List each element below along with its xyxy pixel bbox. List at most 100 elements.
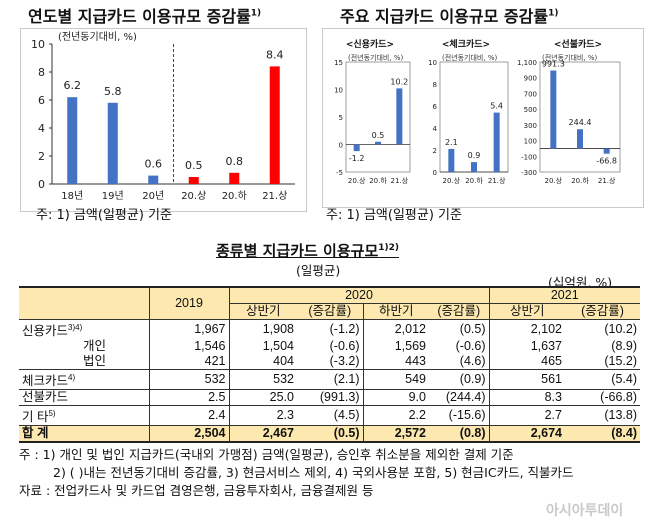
bar (577, 129, 583, 149)
table-cell: (5.4) (565, 369, 640, 390)
table-cell: 1,908 (228, 319, 297, 340)
data-label: 0.6 (145, 158, 163, 171)
data-label: -1.2 (349, 154, 365, 163)
panel-title: <선불카드> (554, 38, 602, 50)
table-title: 종류별 지급카드 이용규모1)2) (216, 240, 399, 261)
table-cell: (4.6) (459, 354, 486, 369)
header-2020: 2020 (228, 287, 489, 304)
table-header-halves: 상반기 (증감률) 하반기 (증감률) 상반기 (증감률) (19, 303, 640, 320)
y-tick-label: 8 (433, 81, 437, 89)
y-tick-label: 0 (38, 178, 45, 191)
table-cell: (244.4) (429, 389, 489, 406)
table-cell: 421 (148, 354, 229, 370)
row-label-text: 법인 (83, 354, 107, 369)
y-tick-label: -5 (336, 169, 343, 177)
table-note-3: 자료 : 전업카드사 및 카드업 겸영은행, 금융투자회사, 금융결제원 등 (19, 483, 374, 498)
y-tick-label: 10 (428, 59, 437, 67)
data-label: 0.8 (226, 155, 244, 168)
header-2019: 2019 (148, 287, 229, 320)
y-tick-label: 4 (38, 122, 45, 135)
row-label: 체크카드4) (19, 369, 149, 390)
table-cell: 561 (488, 369, 565, 390)
table-cell: 2,674 (488, 425, 565, 443)
data-label: 8.4 (266, 48, 284, 61)
x-tick-label: 21.상 (262, 190, 287, 202)
watermark: 아시아투데이 (546, 503, 624, 519)
y-tick-label: 8 (38, 66, 45, 79)
y-tick-label: -100 (521, 153, 537, 161)
table-cell: (-0.6) (455, 339, 486, 354)
x-tick-label: 20년 (142, 190, 164, 202)
table-cell: (991.3) (297, 389, 363, 406)
table-cell: 1,569 (362, 339, 429, 355)
table-cell: 1,967 (148, 319, 229, 340)
data-label: 991.3 (542, 60, 565, 69)
y-tick-label: 15 (334, 59, 343, 67)
table-cell: 8.3 (488, 389, 565, 406)
right-panel-frame (322, 28, 644, 208)
bar (448, 148, 455, 172)
y-tick-label: -300 (521, 169, 537, 177)
header-blank-2 (19, 303, 149, 320)
y-tick-label: 500 (524, 106, 537, 114)
card-usage-table: 2019 2020 2021 상반기 (증감률) 하반기 (증감률) 상반기 (… (19, 286, 640, 444)
table-cell: 2.2 (362, 405, 429, 426)
y-tick-label: 100 (524, 138, 537, 146)
row-label-text: 기 타 (22, 410, 49, 425)
bar (471, 162, 477, 172)
header-2020-h2-change: (증감률) (429, 303, 489, 320)
right-panel-title-text: 주요 지급카드 이용규모 증감률 (340, 7, 549, 26)
row-label-text: 개인 (83, 339, 107, 354)
header-2020-h1-change: (증감률) (297, 303, 363, 320)
x-tick-label: 20.상 (181, 190, 206, 202)
table-cell: 2.7 (488, 405, 565, 426)
y-tick-label: 10 (31, 38, 45, 51)
table-cell: (-15.6) (429, 405, 489, 426)
row-label: 법인 (19, 354, 149, 370)
y-tick-label: 900 (524, 75, 537, 83)
table-cell: (0.5) (429, 319, 489, 340)
table-row: 선불카드 2.5 25.0 (991.3) 9.0 (244.4) 8.3 (-66.8) (19, 389, 640, 406)
table-title-text: 종류별 지급카드 이용규모 (216, 242, 379, 260)
table-body: 신용카드3)4) 1,967 1,908 (-1.2) 2,012 (0.5) 2,102(… (19, 319, 640, 443)
panel-title: <체크카드> (442, 38, 490, 50)
x-tick-label: 20.하 (222, 189, 247, 202)
bar (603, 148, 610, 154)
table-cell: 2.3 (228, 405, 297, 426)
table-cell: (13.8) (565, 405, 640, 426)
table-title-sup: 1)2) (378, 243, 400, 253)
y-tick-label: 2 (433, 147, 437, 155)
y-tick-label: 5 (339, 114, 343, 122)
y-tick-label: 0 (339, 142, 343, 150)
y-tick-label: 6 (38, 94, 45, 107)
x-tick-label: 21.상 (488, 176, 506, 185)
left-chart-title: 연도별 지급카드 이용규모 증감률1) (28, 3, 261, 27)
table-cell: (-0.6) (329, 339, 360, 354)
panel-unit: (전년동기대비, %) (348, 53, 403, 62)
y-tick-label: 1,100 (517, 59, 537, 67)
left-chart-title-text: 연도별 지급카드 이용규모 증감률 (28, 7, 251, 26)
header-2020-h2: 하반기 (362, 303, 429, 320)
left-chart-title-sup: 1) (250, 8, 262, 19)
bar (550, 70, 557, 149)
data-label: 10.2 (390, 77, 408, 86)
table-cell: (4.5) (297, 405, 363, 426)
data-label: 0.5 (372, 131, 385, 140)
table-cell: 2,504 (148, 425, 229, 443)
table-cell: (-3.2) (329, 354, 360, 369)
table-cell: 1,546 (148, 339, 229, 355)
row-label-text: 신용카드 (22, 324, 69, 339)
x-tick-label: 20.하 (465, 176, 483, 185)
y-tick-label: 10 (334, 87, 343, 95)
y-tick-label: 6 (433, 103, 438, 111)
row-label: 신용카드3)4) (19, 319, 149, 340)
y-tick-label: 300 (524, 122, 537, 130)
x-tick-label: 20.상 (443, 176, 461, 185)
bar (229, 172, 240, 184)
table-cell: 1,504 (228, 339, 297, 355)
header-blank (19, 287, 149, 304)
bar (493, 112, 500, 172)
data-label: 244.4 (569, 118, 592, 127)
data-label: 2.1 (445, 138, 458, 147)
bar (148, 175, 159, 184)
